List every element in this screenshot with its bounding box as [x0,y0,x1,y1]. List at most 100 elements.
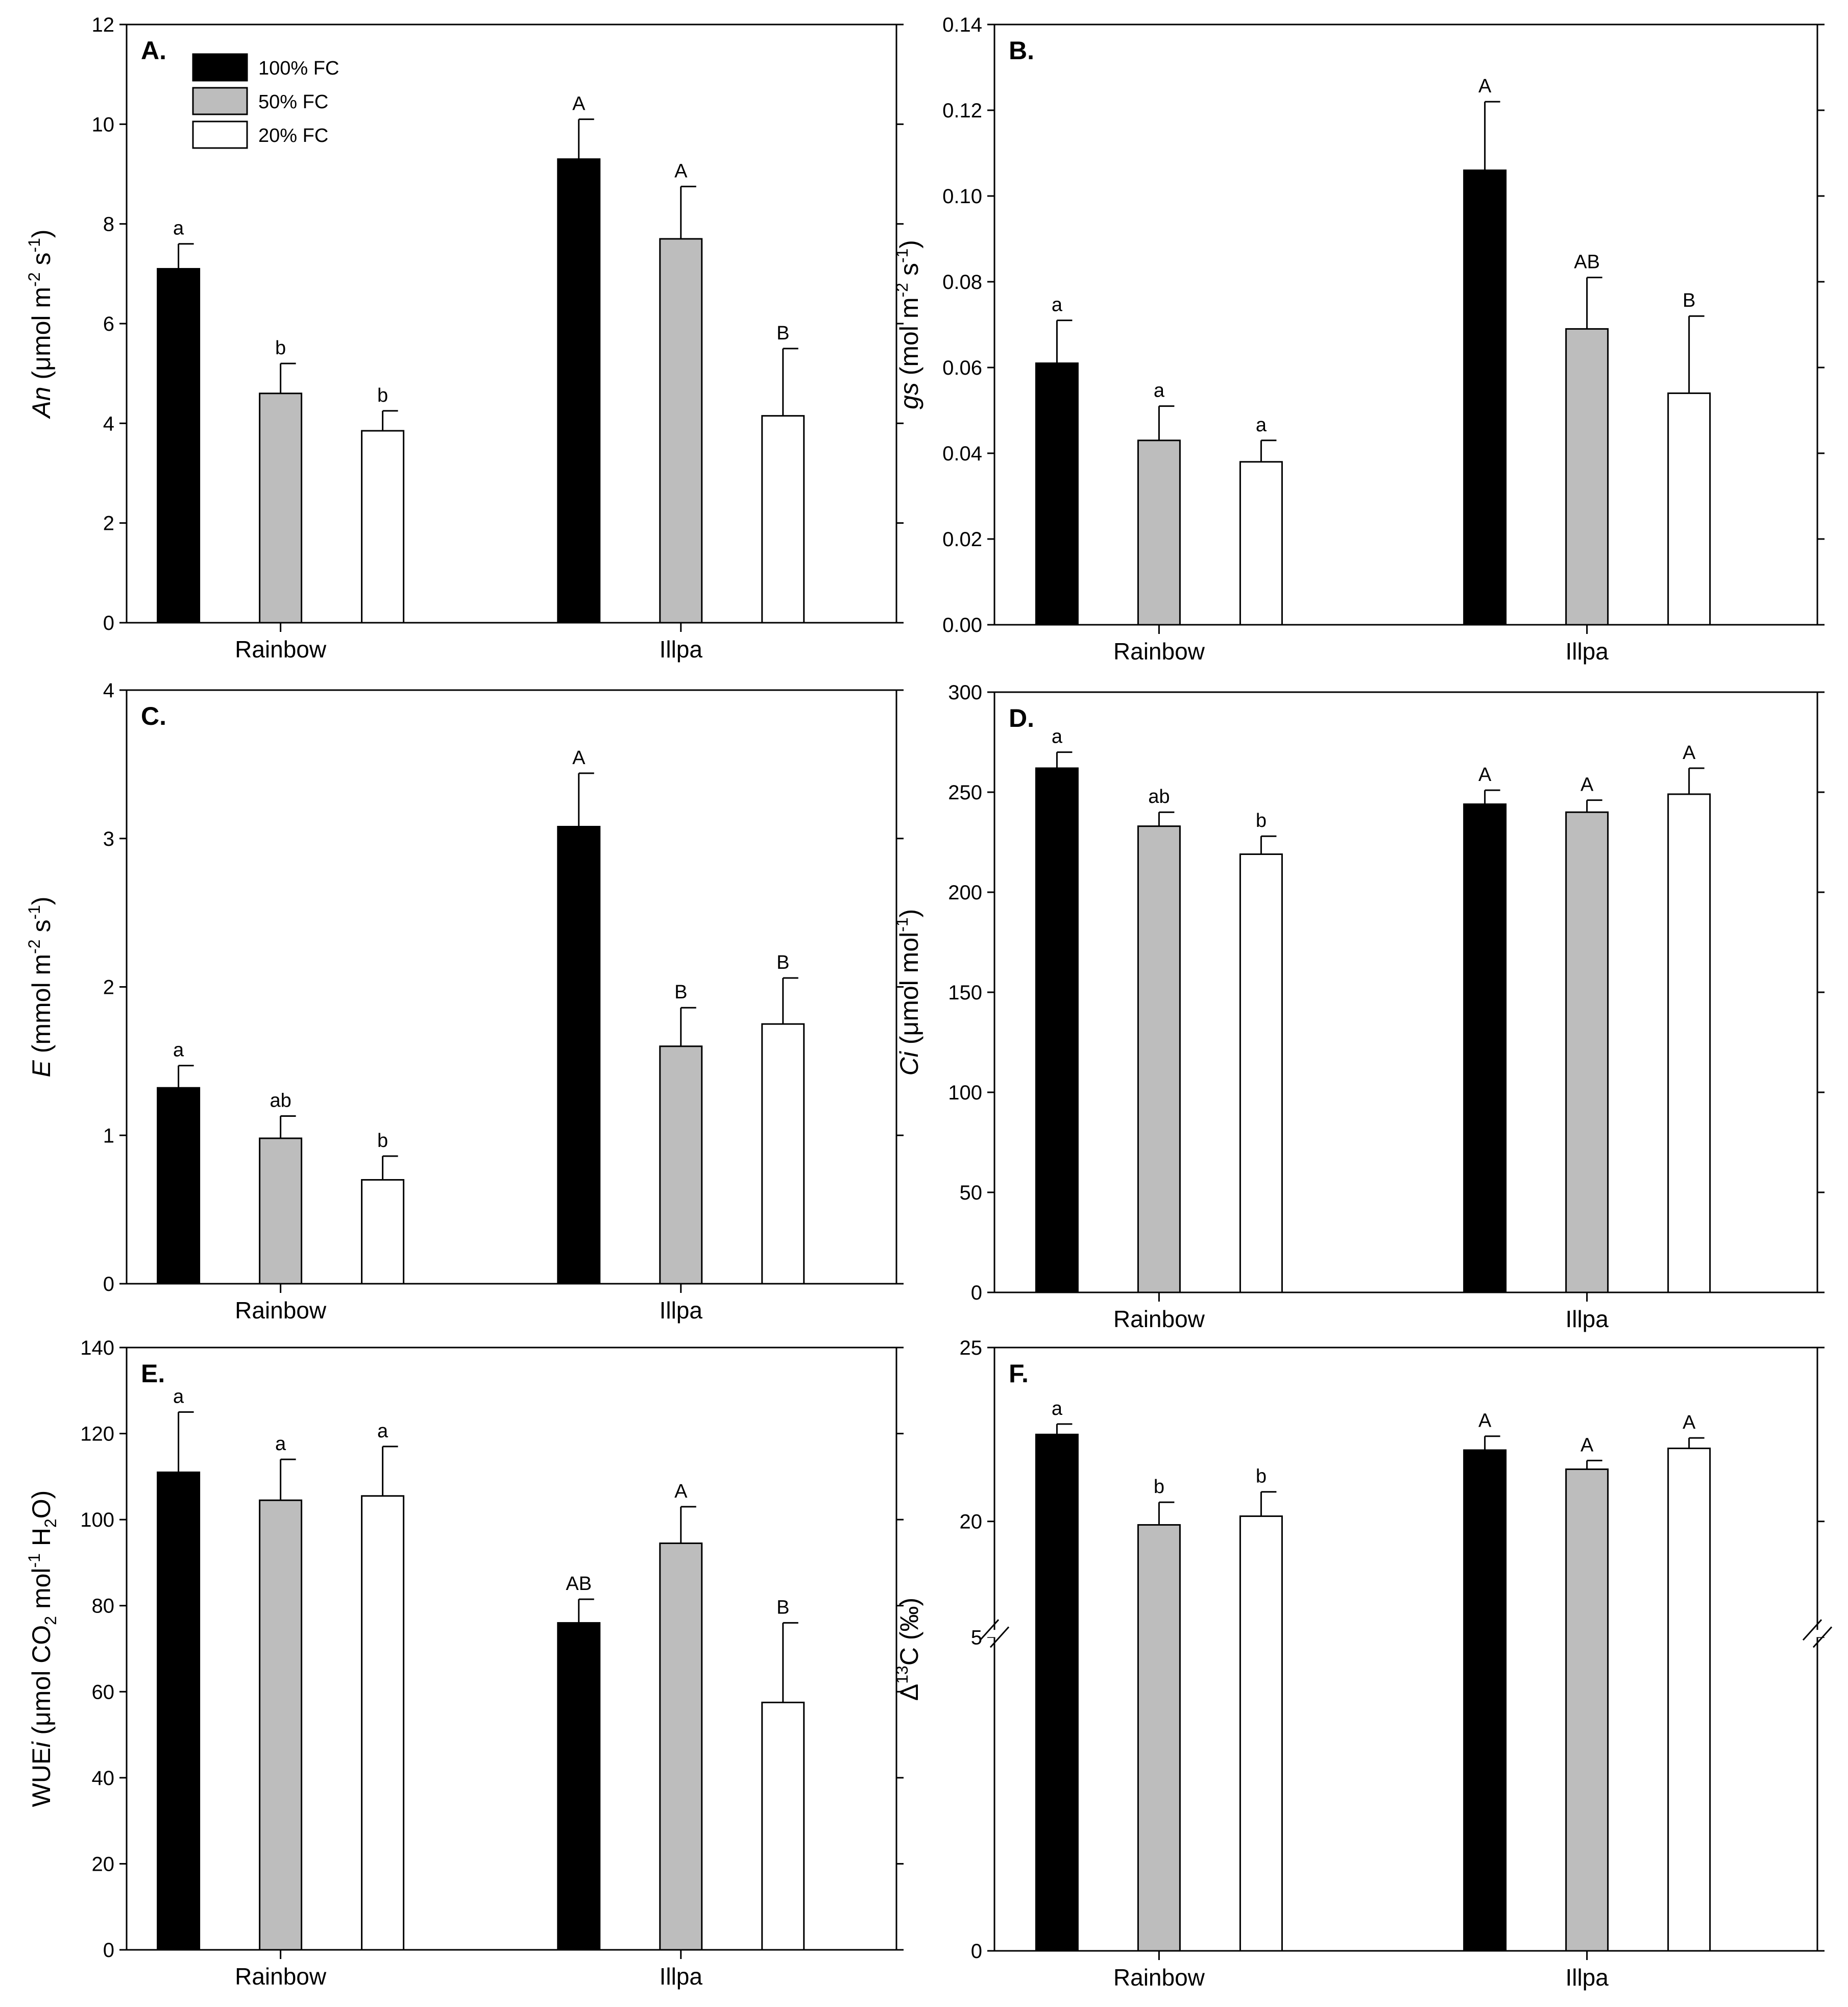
panel-f-significance-letter: b [1256,1466,1267,1487]
panel-a-ytick-label: 0 [103,612,114,634]
y-axis-title-part: 13 [893,1666,911,1684]
legend-label-100fc: 100% FC [258,58,339,79]
panel-a-category-label: Rainbow [235,636,327,663]
panel-b-ytick-label: 0.00 [942,614,982,637]
panel-f-bar-20fc-illpa [1667,1448,1711,1952]
y-axis-title-part: O) [27,1490,56,1519]
y-axis-title-part: E [27,1060,56,1078]
panel-d-bar-50fc-illpa [1565,811,1609,1293]
panel-f-significance-letter: a [1052,1398,1063,1419]
panel-d-significance-letter: A [1478,764,1492,786]
panel-d-bar-20fc-rainbow [1239,853,1283,1293]
panel-d-significance-letter: A [1580,774,1594,796]
panel-a-significance-letter: A [674,160,688,182]
panel-d-ytick-label: 250 [948,781,982,804]
panel-b-significance-letter: a [1052,295,1063,316]
y-axis-title-part: mol [27,1568,56,1616]
panel-d-bar-20fc-illpa [1667,793,1711,1293]
panel-e-bar-50fc-rainbow [259,1499,303,1951]
panel-b-ytick-label: 0.04 [942,443,982,465]
panel-a-significance-letter: b [377,385,388,406]
panel-c-significance-letter: b [377,1130,388,1152]
panel-b-ytick-label: 0.12 [942,100,982,122]
panel-d-ytick-label: 100 [948,1082,982,1104]
axis-break-mark [1812,1626,1833,1648]
y-axis-title-part: s [27,253,56,273]
panel-f-ytick-label: 0 [971,1940,982,1963]
y-axis-title-part: (μmol CO [27,1625,56,1742]
y-axis-title-part: WUE [27,1748,56,1807]
panel-c-significance-letter: a [173,1040,184,1061]
panel-e-ytick-label: 40 [92,1767,115,1790]
panel-c-category-label: Rainbow [235,1297,327,1324]
panel-b-bar-20fc-illpa [1667,392,1711,626]
panel-e-bar-100fc-rainbow [157,1471,201,1951]
y-axis-title-part: s [895,263,923,283]
y-axis-title-part: 2 [41,1616,60,1625]
legend: 100% FC 50% FC 20% FC [192,53,339,149]
panel-e-ytick-label: 120 [80,1423,114,1446]
panel-a-ytick-label: 2 [103,512,114,535]
panel-d-significance-letter: A [1683,742,1696,764]
panel-a-letter: A. [141,36,166,65]
panel-d-ytick-label: 300 [948,681,982,704]
panel-b-ytick-label: 0.10 [942,185,982,208]
y-axis-title-part: (mmol m [27,954,56,1060]
panel-c: 0 1 2 3 4 Rainbow a ab b Illpa A B B C. E (mmol m-2… [25,679,904,1324]
panel-b-category-label: Illpa [1565,638,1609,665]
panel-e-ytick-label: 80 [92,1595,115,1618]
y-axis-title-part: s [27,920,56,940]
panel-a-significance-letter: B [776,323,789,344]
panel-f-axis-break-gap [984,1630,1828,1637]
panel-e-bar-20fc-rainbow [361,1495,405,1951]
panel-b-significance-letter: A [1478,76,1492,97]
panel-b-ytick-label: 0.14 [942,14,982,36]
panel-b-bar-100fc-rainbow [1035,362,1079,626]
panel-e-category-label: Rainbow [235,1963,327,1990]
panel-c-bar-50fc-rainbow [259,1137,303,1285]
panel-b-significance-letter: B [1683,290,1695,311]
axis-break-mark [1802,1619,1822,1641]
panel-f-bar-100fc-rainbow [1035,1433,1079,1952]
panel-c-significance-letter: A [572,747,586,769]
panel-d-letter: D. [1009,704,1034,732]
panel-e-ytick-label: 140 [80,1337,114,1359]
y-axis-title-part: -1 [25,905,43,919]
panel-f-bar-50fc-rainbow [1137,1524,1181,1952]
legend-label-20fc: 20% FC [258,125,328,146]
panel-a-significance-letter: a [173,218,184,239]
panel-c-ytick-label: 1 [103,1124,114,1147]
panel-d-ytick-label: 0 [971,1282,982,1304]
panel-e-significance-letter: AB [566,1573,592,1595]
panel-b-ytick-label: 0.02 [942,528,982,551]
panel-b-significance-letter: AB [1574,252,1600,273]
panel-c-y-axis-title: E (mmol m-2 s-1) [25,896,56,1077]
panel-e-bar-20fc-illpa [761,1701,805,1951]
y-axis-title-part: Δ [895,1684,923,1701]
panel-e-significance-letter: a [275,1433,286,1455]
panel-a-bar-50fc-rainbow [259,393,303,624]
y-axis-title-part: -1 [893,917,911,932]
panel-c-category-label: Illpa [660,1297,703,1324]
panel-d-significance-letter: b [1256,810,1267,831]
panel-d-category-label: Illpa [1565,1306,1609,1332]
axis-break-mark [989,1626,1010,1648]
panel-b-ytick-label: 0.06 [942,357,982,379]
legend-swatch-100fc [192,53,248,82]
panel-d: 0 50 100 150 200 250 300 Rainbow a ab b Illpa A A A D… [893,681,1825,1332]
panel-a-ytick-label: 4 [103,412,114,435]
panel-e-bar-100fc-illpa [557,1622,601,1951]
y-axis-title-part: ) [895,240,923,249]
y-axis-title-part: -1 [893,249,911,263]
panel-c-bar-20fc-rainbow [361,1179,405,1285]
panel-d-ytick-label: 50 [960,1182,983,1204]
panel-e-bar-50fc-illpa [659,1543,703,1951]
panel-a-significance-letter: b [275,337,286,359]
y-axis-title-part: gs [895,382,923,409]
y-axis-title-part: C (‰) [895,1598,923,1666]
panel-d-category-label: Rainbow [1113,1306,1205,1332]
panel-a: 0 2 4 6 8 10 12 Rainbow a b b Illpa A A B A. An (μmol… [25,14,904,663]
panel-b-bar-50fc-rainbow [1137,439,1181,626]
